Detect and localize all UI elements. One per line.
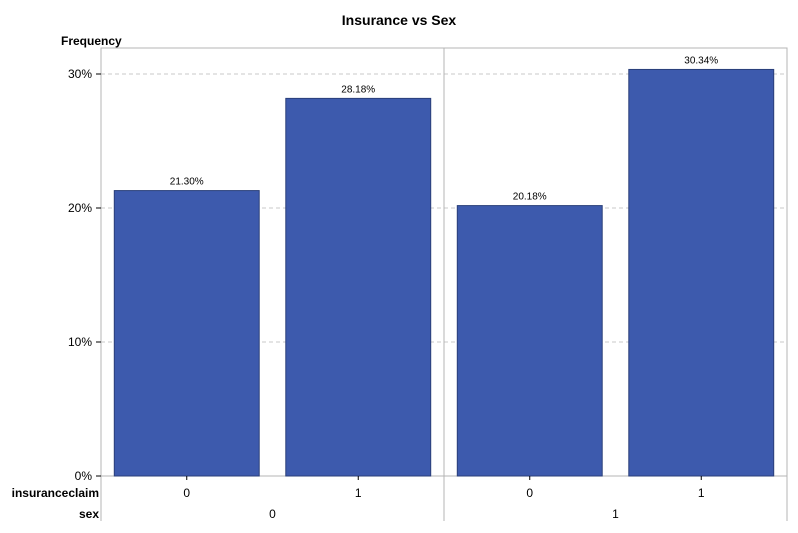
y-tick-label: 20% [68,201,92,215]
plot-frame [100,47,788,521]
x-group-label: 1 [612,507,619,521]
y-tick-label: 0% [75,469,93,483]
bar-value-label: 21.30% [170,177,204,188]
bar [113,190,260,477]
bar-value-label: 28.18% [341,84,375,95]
bar-value-label: 20.18% [513,192,547,203]
chart-title: Insurance vs Sex [342,12,457,28]
y-tick-label: 10% [68,335,92,349]
y-tick-label: 30% [68,67,92,81]
inner-axis-label: insuranceclaim [12,486,99,500]
x-category-label: 1 [355,486,362,500]
y-tick-labels: 0% 10% 20% 30% [68,67,101,483]
x-group-label: 0 [269,507,276,521]
x-category-label: 0 [183,486,190,500]
bar [285,97,432,477]
data-labels: 21.30% 28.18% 20.18% 30.34% [170,55,719,202]
x-category-label: 1 [698,486,705,500]
bars [113,68,775,477]
bar-value-label: 30.34% [684,55,718,66]
y-axis-label: Frequency [61,34,122,48]
outer-axis-label: sex [79,507,99,521]
bar [456,205,603,477]
bar [628,68,775,477]
x-axis: 0 1 0 0 1 1 [183,476,705,521]
x-category-label: 0 [526,486,533,500]
